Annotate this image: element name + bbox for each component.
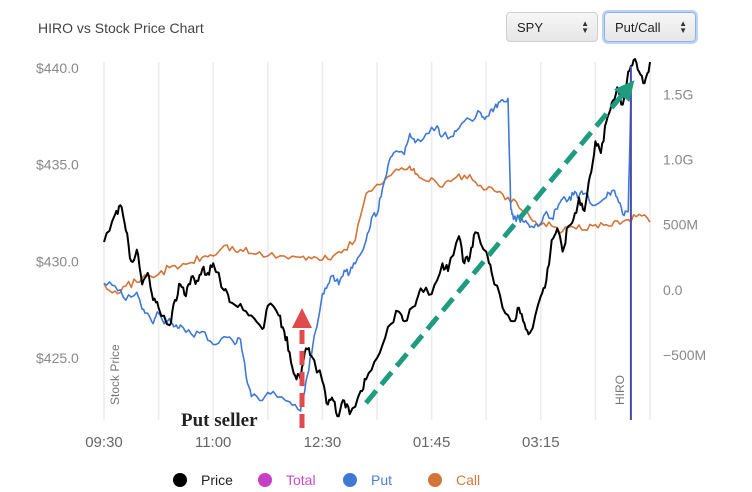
y-left-tick-label: $440.0 bbox=[36, 60, 79, 76]
x-tick-label: 09:30 bbox=[85, 434, 123, 451]
y-right-tick-label: 500M bbox=[663, 217, 698, 233]
legend-dot bbox=[258, 473, 272, 487]
y-right-tick-label: −500M bbox=[663, 347, 706, 363]
legend-item-call[interactable]: Call bbox=[428, 472, 480, 488]
right-axis-ticks: 1.5G 1.0G 500M 0.0 −500M bbox=[663, 87, 706, 363]
series-line-price bbox=[103, 58, 651, 418]
legend-item-price[interactable]: Price bbox=[173, 472, 233, 488]
legend-label: Call bbox=[456, 472, 481, 488]
select-arrows-icon: ▲ ▼ bbox=[679, 19, 687, 35]
legend-label: Total bbox=[286, 472, 316, 488]
series-line-put bbox=[103, 97, 632, 412]
x-axis-ticks: 09:30 11:00 12:30 01:45 03:15 bbox=[85, 434, 559, 451]
y-right-tick-label: 0.0 bbox=[663, 282, 683, 298]
legend-item-total[interactable]: Total bbox=[258, 472, 316, 488]
mode-select[interactable]: Put/Call ▲ ▼ bbox=[604, 12, 696, 42]
x-tick-label: 11:00 bbox=[195, 434, 231, 451]
left-axis-title: Stock Price bbox=[108, 344, 122, 405]
mode-select-value: Put/Call bbox=[615, 19, 661, 35]
y-right-tick-label: 1.0G bbox=[663, 152, 693, 168]
y-left-tick-label: $430.0 bbox=[36, 253, 79, 269]
series-lines bbox=[103, 58, 651, 418]
left-axis-ticks: $440.0 $435.0 $430.0 $425.0 bbox=[36, 60, 79, 366]
trend-arrow bbox=[364, 80, 635, 405]
legend-label: Price bbox=[201, 472, 233, 488]
y-left-tick-label: $435.0 bbox=[36, 157, 79, 173]
y-right-tick-label: 1.5G bbox=[663, 87, 693, 103]
legend-dot bbox=[428, 473, 442, 487]
ticker-select[interactable]: SPY ▲ ▼ bbox=[506, 12, 598, 42]
y-left-tick-label: $425.0 bbox=[36, 350, 79, 366]
legend-dot bbox=[343, 473, 357, 487]
legend-label: Put bbox=[371, 472, 393, 488]
select-arrows-icon: ▲ ▼ bbox=[581, 19, 589, 35]
x-tick-label: 01:45 bbox=[413, 434, 451, 451]
page-title: HIRO vs Stock Price Chart bbox=[38, 20, 204, 36]
right-axis-title: HIRO bbox=[613, 375, 627, 405]
put-seller-label: Put seller bbox=[181, 410, 258, 431]
ticker-select-value: SPY bbox=[517, 19, 544, 35]
legend-dot bbox=[173, 473, 187, 487]
grid-lines bbox=[103, 62, 651, 420]
legend-item-put[interactable]: Put bbox=[343, 472, 392, 488]
x-tick-label: 12:30 bbox=[304, 434, 342, 451]
x-tick-label: 03:15 bbox=[522, 434, 560, 451]
